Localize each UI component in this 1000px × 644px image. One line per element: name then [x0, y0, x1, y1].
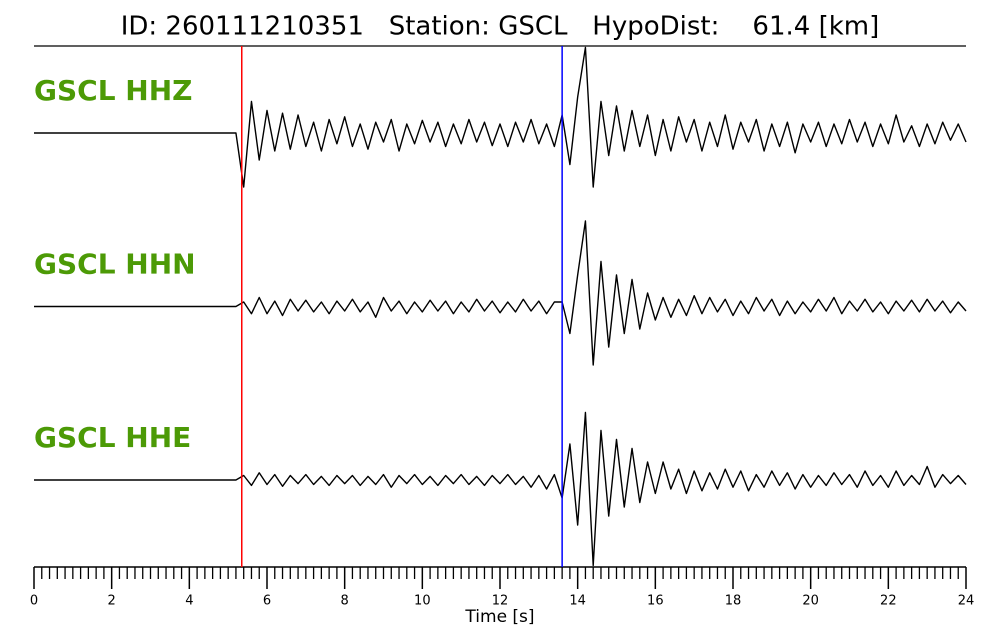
x-tick-label: 20 — [802, 594, 819, 609]
x-tick-label: 12 — [492, 594, 509, 609]
chart-title: ID: 260111210351 Station: GSCL HypoDist:… — [121, 12, 880, 42]
x-tick-label: 8 — [341, 594, 349, 609]
x-tick-label: 22 — [880, 594, 897, 609]
x-tick-label: 18 — [725, 594, 742, 609]
waveform — [34, 46, 967, 188]
x-tick-label: 14 — [569, 594, 586, 609]
trace-label: GSCL HHN — [34, 248, 196, 281]
x-axis-label: Time [s] — [464, 607, 534, 627]
trace-label: GSCL HHE — [34, 421, 191, 454]
waveform — [34, 220, 967, 366]
waveform — [34, 411, 967, 567]
x-tick-label: 6 — [263, 594, 271, 609]
x-tick-label: 10 — [414, 594, 431, 609]
x-tick-label: 16 — [647, 594, 664, 609]
x-tick-label: 4 — [185, 594, 193, 609]
trace-label: GSCL HHZ — [34, 74, 192, 107]
x-tick-label: 0 — [30, 594, 38, 609]
x-tick-label: 24 — [958, 594, 975, 609]
x-tick-label: 2 — [108, 594, 116, 609]
